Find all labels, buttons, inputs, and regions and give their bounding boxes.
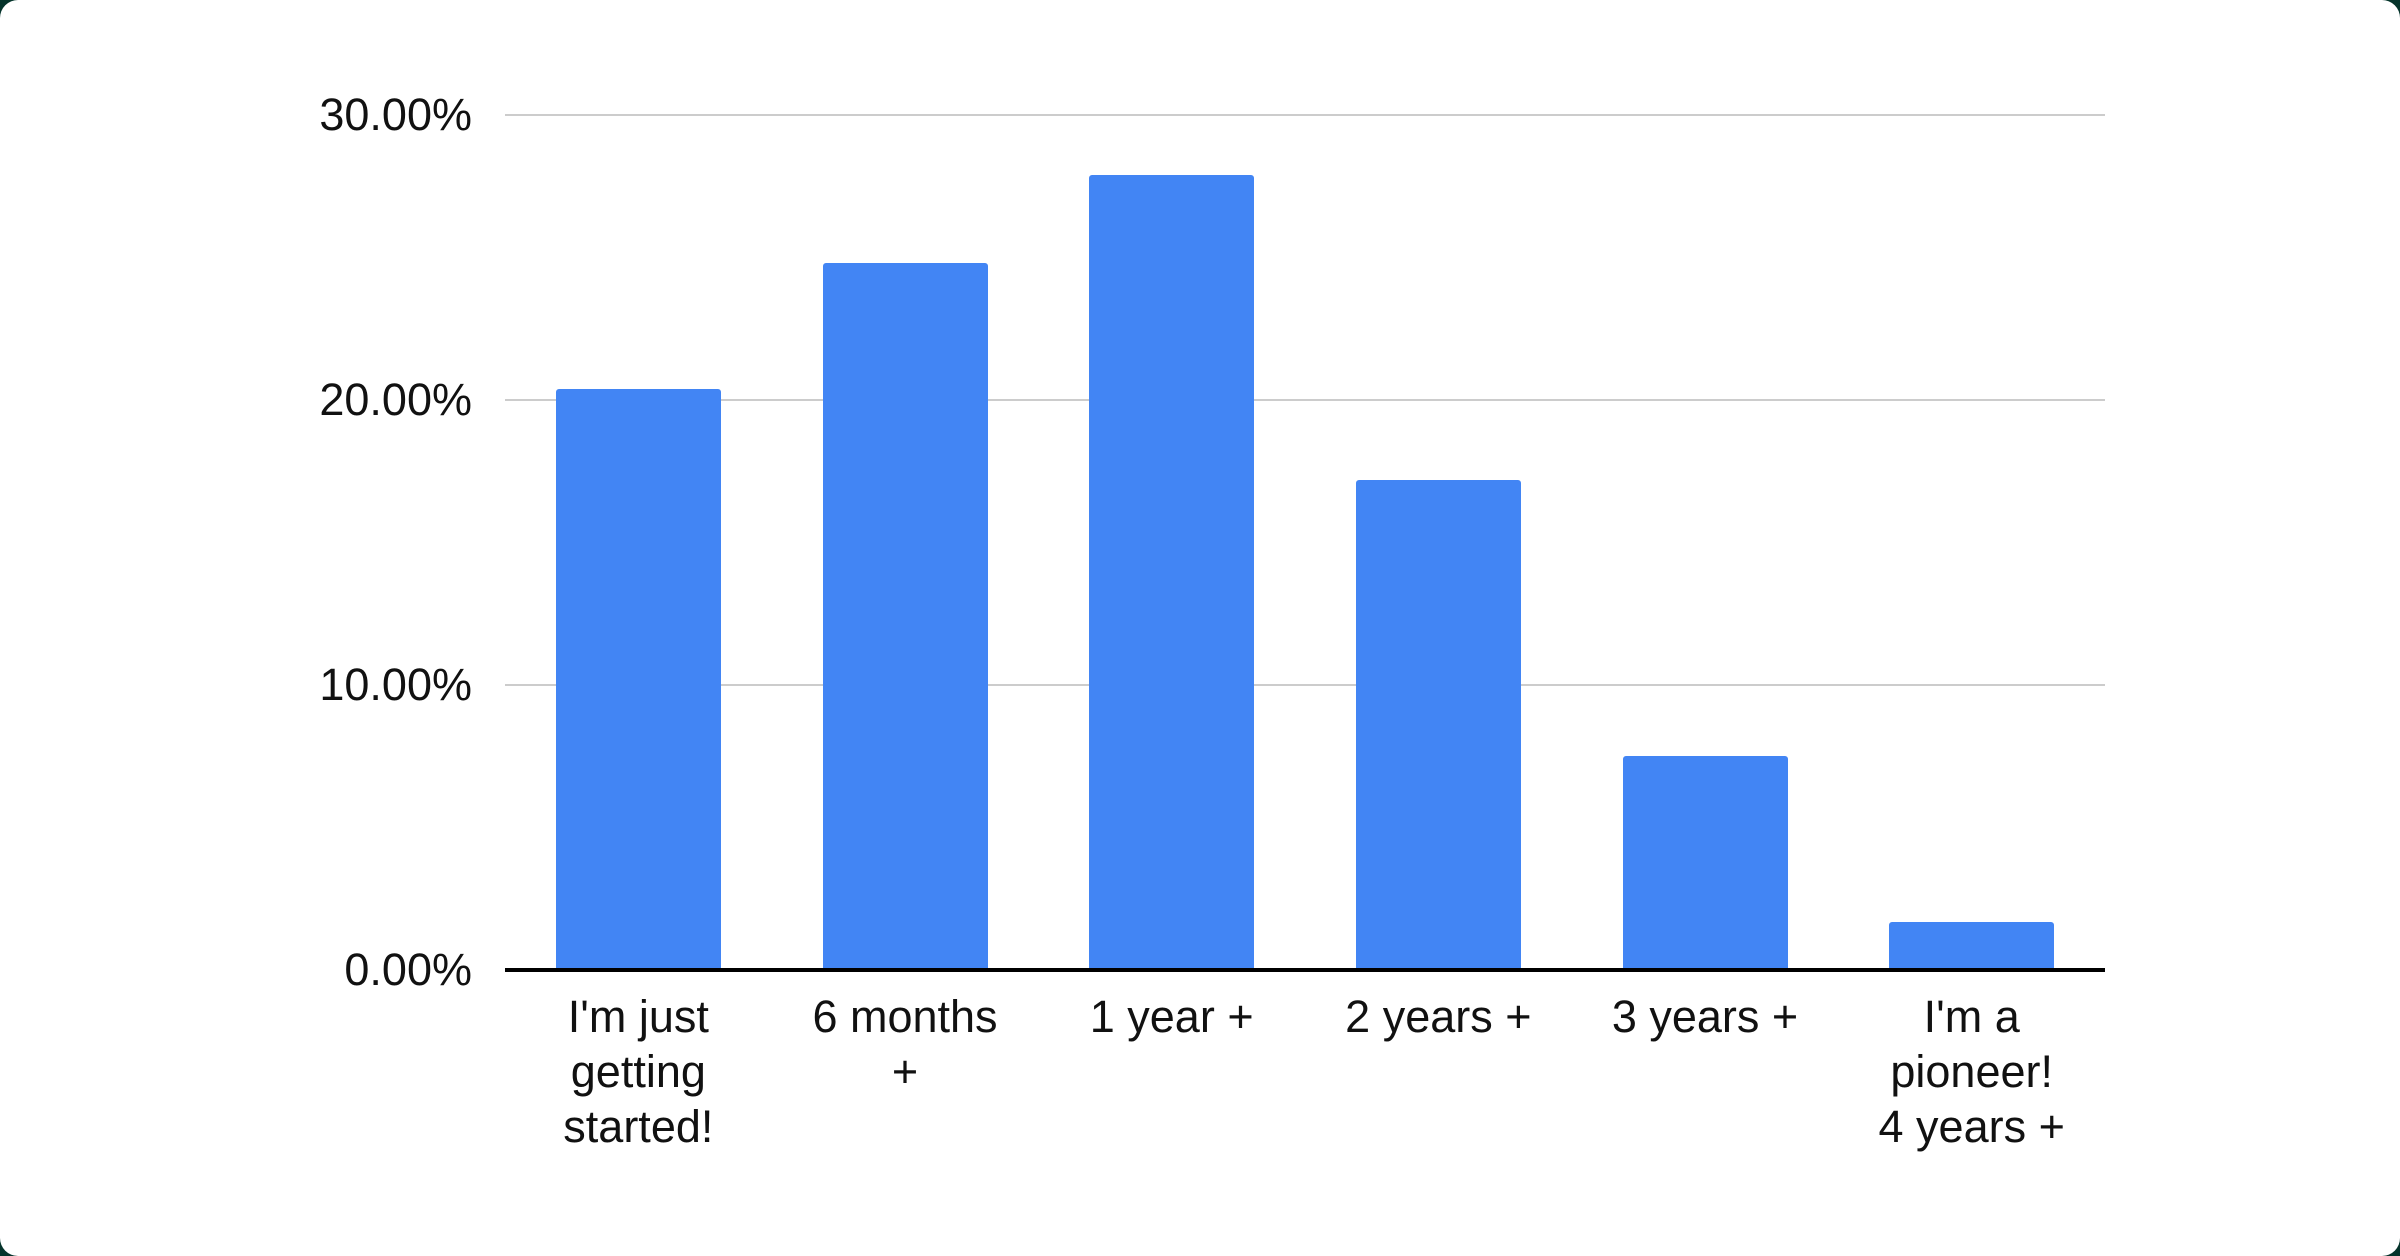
bar-slot	[772, 115, 1039, 970]
y-axis: 30.00% 20.00% 10.00% 0.00%	[0, 89, 480, 995]
bar-slot	[1838, 115, 2105, 970]
bar	[1622, 756, 1788, 970]
bar	[822, 263, 988, 970]
x-tick-label: I'm just getting started!	[563, 991, 714, 1152]
y-tick-label: 30.00%	[319, 89, 472, 140]
y-tick-label: 0.00%	[344, 944, 472, 995]
x-tick-label: 3 years +	[1611, 991, 1799, 1042]
bar	[555, 388, 721, 970]
x-axis-line	[505, 968, 2105, 972]
x-tick-label: 6 months +	[812, 991, 998, 1097]
bar	[1089, 174, 1255, 970]
bar	[1355, 479, 1521, 970]
gridline	[505, 398, 2105, 401]
x-tick-label: I'm a pioneer! 4 years +	[1878, 991, 2065, 1152]
plot-area	[505, 114, 2105, 972]
x-tick-label: 2 years +	[1345, 991, 1532, 1042]
bar-slot	[505, 115, 772, 970]
bar-slot	[1038, 115, 1305, 970]
bars	[505, 115, 2105, 970]
bar	[1889, 921, 2055, 970]
x-axis: I'm just getting started! 6 months + 1 yea…	[505, 990, 2105, 1155]
gridline	[505, 114, 2105, 116]
x-tick-label: 1 year +	[1089, 991, 1254, 1042]
bar-slot	[1572, 115, 1839, 970]
gridline	[505, 683, 2105, 686]
bar-slot	[1305, 115, 1572, 970]
y-tick-label: 20.00%	[319, 373, 472, 425]
y-tick-label: 10.00%	[319, 658, 472, 710]
